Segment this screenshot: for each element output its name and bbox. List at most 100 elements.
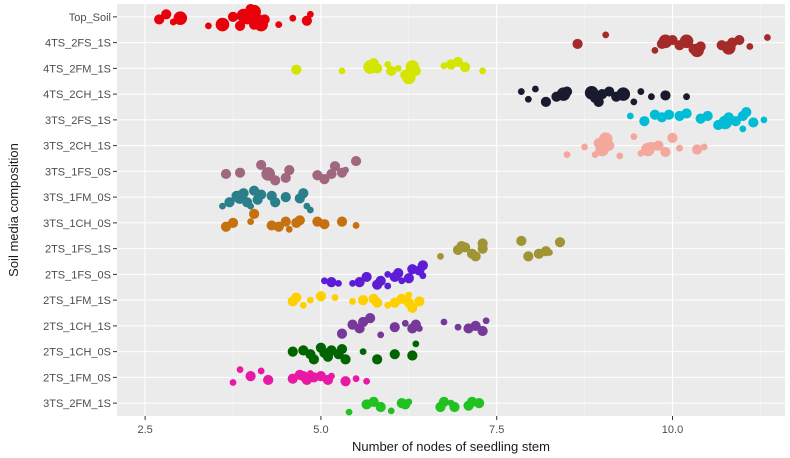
data-point xyxy=(477,238,488,249)
data-point xyxy=(561,86,573,97)
data-point xyxy=(224,197,235,208)
data-point xyxy=(285,225,293,233)
y-tick-label: 2TS_1FM_1S xyxy=(43,295,111,307)
data-point xyxy=(660,90,671,101)
data-point xyxy=(517,88,525,95)
data-point xyxy=(259,14,270,25)
data-point xyxy=(546,249,553,256)
data-point xyxy=(329,161,341,172)
data-point xyxy=(280,216,291,227)
data-point xyxy=(748,117,759,128)
data-point xyxy=(676,144,683,152)
data-point xyxy=(299,301,307,309)
data-point xyxy=(249,208,260,219)
data-point xyxy=(363,377,371,385)
data-point xyxy=(667,132,678,143)
data-point xyxy=(630,133,638,141)
data-point xyxy=(459,61,471,73)
data-point xyxy=(482,317,490,325)
data-point xyxy=(417,260,428,271)
data-point xyxy=(229,379,237,386)
data-point xyxy=(335,279,342,287)
data-point xyxy=(257,367,265,375)
data-point xyxy=(275,21,283,28)
y-axis-title: Soil media composition xyxy=(6,143,21,277)
data-point xyxy=(616,152,624,160)
data-point xyxy=(352,375,360,383)
data-point xyxy=(280,172,291,183)
data-point xyxy=(227,217,239,228)
data-point xyxy=(291,292,302,303)
data-point xyxy=(338,67,346,75)
x-tick-label: 10.0 xyxy=(662,424,683,436)
panel-background xyxy=(117,4,785,416)
data-point xyxy=(407,302,418,313)
data-point xyxy=(407,350,418,361)
data-point xyxy=(734,34,745,46)
data-point xyxy=(342,166,349,174)
data-point xyxy=(667,34,678,46)
data-point xyxy=(247,218,255,225)
data-point xyxy=(639,116,650,127)
data-point xyxy=(247,202,255,210)
data-point xyxy=(700,143,708,151)
data-point xyxy=(386,65,397,77)
data-point xyxy=(412,340,420,348)
data-point xyxy=(365,313,376,324)
data-point xyxy=(651,46,659,54)
data-point xyxy=(401,319,409,327)
data-point xyxy=(683,93,690,101)
data-point xyxy=(241,14,253,25)
data-point xyxy=(477,325,488,337)
data-point xyxy=(361,271,372,283)
data-point xyxy=(291,64,302,75)
data-point xyxy=(524,95,532,103)
data-point xyxy=(405,398,413,406)
data-point xyxy=(205,22,212,30)
data-point xyxy=(358,295,369,306)
data-point xyxy=(389,349,400,360)
data-point xyxy=(247,4,261,19)
data-point xyxy=(315,291,327,302)
data-point xyxy=(336,216,348,227)
data-point xyxy=(372,354,383,365)
data-point xyxy=(340,354,351,365)
data-point xyxy=(419,272,427,280)
data-point xyxy=(414,296,425,307)
data-point xyxy=(746,43,754,50)
y-tick-label: 3TS_1CH_0S xyxy=(43,218,111,230)
data-point xyxy=(554,237,566,248)
data-point xyxy=(405,291,413,299)
data-point xyxy=(352,222,360,229)
data-point xyxy=(398,277,406,285)
data-point xyxy=(359,348,367,356)
data-point xyxy=(308,354,319,365)
data-point xyxy=(301,15,312,26)
data-point xyxy=(410,65,421,77)
data-point xyxy=(459,242,471,253)
data-point xyxy=(438,396,450,407)
data-point xyxy=(280,192,291,203)
data-point xyxy=(531,85,539,93)
data-point xyxy=(384,282,392,290)
data-point xyxy=(270,175,281,186)
data-point xyxy=(289,14,297,22)
data-point xyxy=(648,93,655,101)
data-point xyxy=(440,62,448,70)
data-point xyxy=(660,146,671,158)
data-point xyxy=(350,155,362,167)
data-point xyxy=(389,322,400,333)
y-tick-label: 3TS_1FS_0S xyxy=(45,166,111,178)
data-point xyxy=(403,273,414,284)
data-point xyxy=(331,294,339,301)
data-point xyxy=(294,215,305,226)
data-point xyxy=(630,98,638,106)
data-point xyxy=(663,109,675,120)
data-point xyxy=(377,331,385,339)
data-point xyxy=(679,34,694,49)
data-point xyxy=(319,219,330,230)
data-point xyxy=(637,88,645,95)
data-point xyxy=(220,168,232,180)
data-point xyxy=(760,116,768,124)
data-point xyxy=(287,346,298,357)
